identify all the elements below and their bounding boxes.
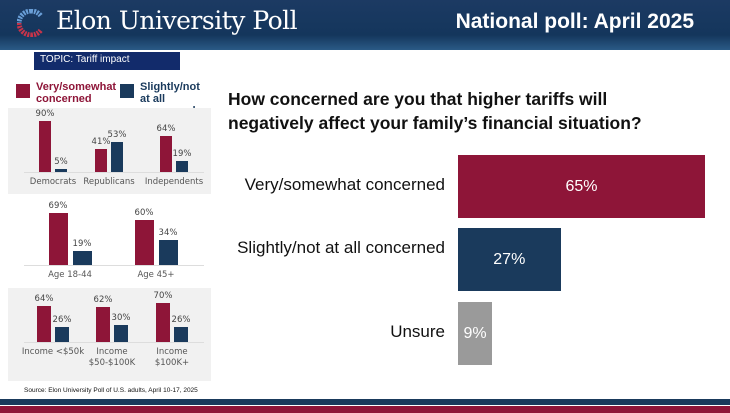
bar (174, 327, 188, 342)
bar-value-label: 34% (158, 227, 178, 238)
elon-logo-icon (17, 9, 44, 37)
bar (156, 302, 170, 342)
bar-value-label: 90% (35, 108, 55, 119)
category-label: Age 45+ (137, 270, 175, 280)
subgroup-chart: 64% 26% Income <$50k 62% 30% Income $50-$100K… (8, 288, 211, 381)
bar (95, 148, 107, 172)
bar (134, 220, 154, 265)
bar-value-label: 9% (463, 324, 487, 342)
bar-value-label: 53% (107, 129, 127, 140)
bar (176, 161, 188, 172)
subgroup-chart: 90% 5% Democrats 41% 53% Republicans 64% 19% Ind… (8, 108, 211, 194)
bar (48, 213, 68, 265)
bar-value-label: 19% (172, 149, 192, 160)
bar: 9% (458, 302, 493, 365)
bar-value-label: 26% (52, 315, 72, 326)
bar-value-label: 64% (34, 294, 54, 305)
bar-category-label: Unsure (390, 322, 445, 341)
bar-value-label: 27% (493, 250, 526, 268)
category-label: Republicans (83, 177, 135, 187)
bar-value-label: 41% (91, 136, 111, 147)
bar-value-label: 26% (171, 315, 191, 326)
bar (158, 239, 178, 265)
bar-value-label: 30% (111, 313, 131, 324)
category-label: Democrats (29, 177, 77, 187)
footer-stripe-navy (0, 399, 730, 405)
bar-value-label: 60% (134, 208, 154, 218)
bar: 65% (458, 155, 705, 218)
topic-label: TOPIC: Tariff impact (34, 52, 180, 70)
legend-swatch-not-concerned (120, 84, 134, 98)
legend-swatch-concerned (16, 84, 30, 98)
footer-stripe-red (0, 406, 730, 413)
bar (39, 120, 51, 172)
category-label: Income <$50k (21, 347, 85, 357)
bar-value-label: 19% (72, 238, 92, 249)
bar (72, 250, 92, 265)
bar-value-label: 70% (153, 290, 173, 301)
bar (55, 327, 69, 342)
brand-name: Elon University Poll (56, 6, 298, 35)
baseline (24, 342, 204, 343)
header-banner: Elon University Poll National poll: Apri… (0, 0, 730, 50)
subgroup-chart: 69% 19% Age 18-44 60% 34% Age 45+ (8, 196, 211, 286)
bar-value-label: 62% (93, 295, 113, 306)
poll-title: National poll: April 2025 (455, 10, 694, 33)
bar-category-label: Very/somewhat concerned (244, 175, 445, 194)
source-note: Source: Elon University Poll of U.S. adu… (24, 387, 198, 394)
question-title: How concerned are you that higher tariff… (228, 89, 642, 133)
bar (37, 306, 51, 342)
bar-value-label: 5% (54, 157, 68, 168)
bar-value-label: 69% (48, 201, 68, 212)
category-label: Income $100K+ (154, 347, 190, 368)
bar (160, 135, 172, 172)
bar-value-label: 65% (565, 177, 598, 195)
bar (55, 169, 67, 172)
bar: 27% (458, 228, 561, 291)
baseline (24, 172, 204, 173)
bar (111, 141, 123, 172)
category-label: Age 18-44 (48, 270, 92, 280)
bar (114, 325, 128, 342)
category-label: Income $50-$100K (88, 347, 136, 368)
legend-label-concerned: Very/somewhat concerned (36, 81, 117, 105)
category-label: Independents (144, 177, 204, 187)
bar-value-label: 64% (156, 123, 176, 134)
baseline (24, 265, 204, 266)
bar-category-label: Slightly/not at all concerned (237, 238, 445, 257)
bar (96, 307, 110, 342)
